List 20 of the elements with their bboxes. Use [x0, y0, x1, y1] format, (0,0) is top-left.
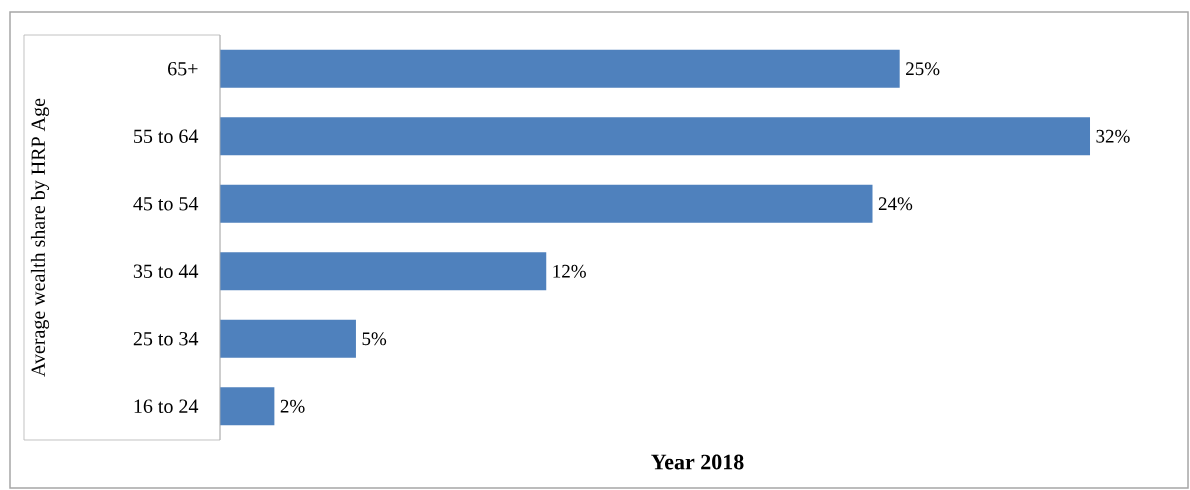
bar	[220, 184, 873, 223]
y-tick-label: 25 to 34	[133, 332, 199, 346]
bar	[220, 387, 275, 426]
bar	[220, 49, 900, 88]
y-tick-label: 45 to 54	[133, 197, 199, 211]
bar	[220, 319, 356, 358]
y-axis-title: Average wealth share by HRP Age	[30, 98, 50, 377]
y-tick-label: 16 to 24	[134, 399, 199, 413]
data-label: 25%	[906, 62, 940, 76]
bar	[220, 252, 547, 291]
bar	[220, 117, 1091, 156]
data-label: 24%	[878, 197, 913, 211]
x-axis-title: Year 2018	[651, 454, 744, 470]
data-label: 32%	[1096, 129, 1130, 143]
y-tick-label: 55 to 64	[134, 129, 199, 143]
y-tick-label: 35 to 44	[133, 264, 199, 278]
data-label: 12%	[553, 264, 586, 278]
data-label: 5%	[362, 332, 387, 346]
data-label: 2%	[280, 399, 305, 413]
y-tick-label: 65+	[168, 62, 198, 76]
